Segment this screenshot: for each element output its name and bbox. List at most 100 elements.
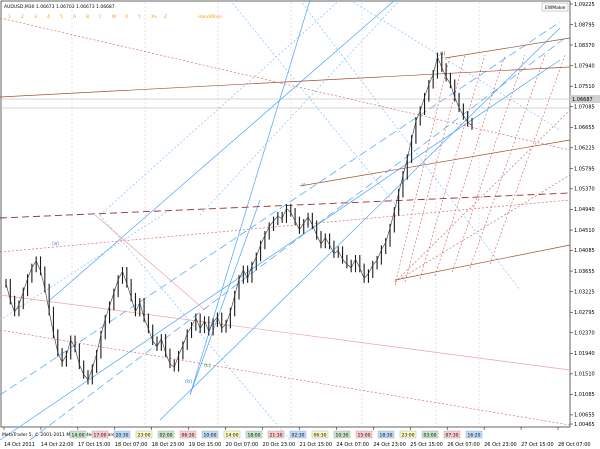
wave-tag-button[interactable]: 2 bbox=[21, 14, 24, 20]
wave-tag-button[interactable]: Z bbox=[164, 14, 167, 20]
timeframe-tag-label: 20:30 bbox=[116, 433, 129, 439]
wave-tag-button[interactable]: W bbox=[112, 14, 117, 20]
timeframe-tag-row: 14:00 17:00 20:30 23:00 02:00 06:30 10:00 14:00… bbox=[69, 430, 483, 439]
timeframe-tag-label: 23:00 bbox=[402, 433, 415, 439]
timeframe-tag[interactable] bbox=[113, 430, 131, 439]
ew-maker-frame bbox=[541, 2, 569, 12]
x-tick-label: 25 Oct 15:00 bbox=[410, 442, 443, 448]
brown-line bbox=[444, 37, 571, 59]
price-layer bbox=[5, 52, 473, 385]
x-tick-label: 24 Oct 07:00 bbox=[336, 442, 369, 448]
x-tick-label: 19 Oct 15:00 bbox=[189, 442, 222, 448]
y-tick-label: 1.09225 bbox=[574, 2, 595, 8]
wave-label-b: (b) bbox=[185, 379, 192, 385]
wave-tag-row: 1 2 3 4 5 A B C W X Y Xx Z bbox=[8, 14, 167, 20]
wave-tag-button[interactable]: C bbox=[99, 14, 102, 20]
brown-line bbox=[0, 66, 571, 98]
timeframe-tag[interactable] bbox=[399, 430, 417, 439]
wave-tag-button[interactable]: X bbox=[125, 14, 128, 20]
timeframe-tag[interactable] bbox=[223, 430, 241, 439]
timeframe-tag-label: 03:00 bbox=[424, 433, 437, 439]
pitchfork-median bbox=[0, 59, 561, 441]
wave-label-a: (a) bbox=[52, 241, 59, 247]
timeframe-tag[interactable] bbox=[421, 430, 439, 439]
x-tick-label: 20 Oct 07:00 bbox=[226, 442, 259, 448]
y-tick-label: 1.07510 bbox=[574, 84, 595, 90]
timeframe-tag[interactable] bbox=[245, 430, 263, 439]
x-tick-label: 24 Oct 23:00 bbox=[373, 442, 406, 448]
red-dotted-line bbox=[394, 109, 571, 283]
x-axis: 14 Oct 2011 14 Oct 22:00 17 Oct 15:00 18 Oc… bbox=[3, 427, 591, 448]
y-tick-label: 1.01510 bbox=[574, 372, 595, 378]
timeframe-tag[interactable] bbox=[157, 430, 175, 439]
y-tick-label: 1.04085 bbox=[574, 248, 595, 254]
platform-label: MetaTrader 5, © 2001-2011 MetaQuotes Sof… bbox=[2, 431, 128, 438]
red-dotted-line bbox=[0, 17, 571, 151]
pink-line bbox=[94, 214, 206, 311]
dotted-fan bbox=[0, 209, 171, 321]
red-dotted-line bbox=[419, 54, 486, 280]
pink-line bbox=[0, 294, 571, 371]
timeframe-tag[interactable] bbox=[377, 430, 395, 439]
y-tick-label: 1.01085 bbox=[574, 392, 595, 398]
timeframe-tag[interactable] bbox=[333, 430, 351, 439]
wave-tag-button[interactable]: A bbox=[73, 14, 77, 20]
timeframe-tag[interactable] bbox=[179, 430, 197, 439]
dotted-fan bbox=[99, 214, 291, 441]
wave-tag-button[interactable]: Xx bbox=[151, 14, 157, 20]
x-tick-label: 28 Oct 07:00 bbox=[558, 442, 591, 448]
timeframe-tag[interactable] bbox=[311, 430, 329, 439]
wave-tag-button[interactable]: 5 bbox=[60, 14, 63, 20]
current-price-label: 1.06687 bbox=[572, 97, 593, 103]
wave-labels: (a) (b) (c) v (i) bbox=[52, 51, 445, 385]
ew-maker-label: EWMaker bbox=[545, 5, 566, 11]
chart-footer: MetaTrader 5, © 2001-2011 MetaQuotes Sof… bbox=[2, 430, 483, 439]
timeframe-tag[interactable] bbox=[69, 430, 87, 439]
dotted-fan bbox=[199, 0, 401, 216]
timeframe-tag[interactable] bbox=[201, 430, 219, 439]
timeframe-tag[interactable] bbox=[465, 430, 483, 439]
x-tick-label: 18 Oct 23:00 bbox=[152, 442, 185, 448]
symbol-line: AUDUSD,M30 1.06673 1.06703 1.06673 1.066… bbox=[4, 4, 115, 10]
dotted-fan bbox=[99, 0, 341, 216]
y-tick-label: 1.00655 bbox=[574, 413, 595, 419]
wave-tag-button[interactable]: B bbox=[86, 14, 89, 20]
timeframe-tag[interactable] bbox=[135, 430, 153, 439]
dotted-fan bbox=[349, 0, 561, 131]
wave-tag-button[interactable]: 1 bbox=[8, 14, 11, 20]
wave-tag-button[interactable]: 3 bbox=[34, 14, 37, 20]
timeframe-tag[interactable] bbox=[267, 430, 285, 439]
pitchfork-ray bbox=[189, 199, 261, 396]
brown-dashed-lines bbox=[0, 192, 571, 219]
y-tick-label: 1.00465 bbox=[574, 422, 595, 428]
y-tick-label: 1.03655 bbox=[574, 269, 595, 275]
pitchfork-lower bbox=[159, 27, 561, 421]
timeframe-tag-label: 02:00 bbox=[160, 433, 173, 439]
red-dotted-line bbox=[404, 54, 466, 283]
timeframe-tag[interactable] bbox=[91, 430, 109, 439]
red-dotted-line bbox=[434, 54, 506, 277]
wave-tag-button[interactable]: 4 bbox=[47, 14, 50, 20]
grey-lines bbox=[0, 98, 570, 109]
y-tick-label: 1.03225 bbox=[574, 289, 595, 295]
timeframe-tag[interactable] bbox=[355, 430, 373, 439]
current-price-marker bbox=[570, 95, 600, 103]
timeframe-tag-label: 07:30 bbox=[446, 433, 459, 439]
wave-tag-button[interactable]: Y bbox=[137, 14, 141, 20]
ew-maker-box[interactable]: EWMaker bbox=[541, 2, 569, 12]
wave-label-i: (i) bbox=[440, 51, 445, 57]
timeframe-tag-label: 14:00 bbox=[72, 433, 85, 439]
dashed-channel bbox=[29, 37, 566, 441]
y-tick-label: 1.04940 bbox=[574, 207, 595, 213]
timeframe-tag-label: 18:30 bbox=[380, 433, 393, 439]
wave-label-c: (c) bbox=[204, 363, 211, 369]
red-dotted-line bbox=[0, 329, 571, 426]
timeframe-tag[interactable] bbox=[289, 430, 307, 439]
y-tick-label: 1.02795 bbox=[574, 310, 595, 316]
x-tick-label: 26 Oct 23:00 bbox=[484, 442, 517, 448]
timeframe-tag[interactable] bbox=[443, 430, 461, 439]
x-tick-label: 14 Oct 2011 bbox=[4, 442, 35, 448]
x-tick-label: 26 Oct 07:00 bbox=[447, 442, 480, 448]
red-dotted-line bbox=[0, 199, 571, 253]
